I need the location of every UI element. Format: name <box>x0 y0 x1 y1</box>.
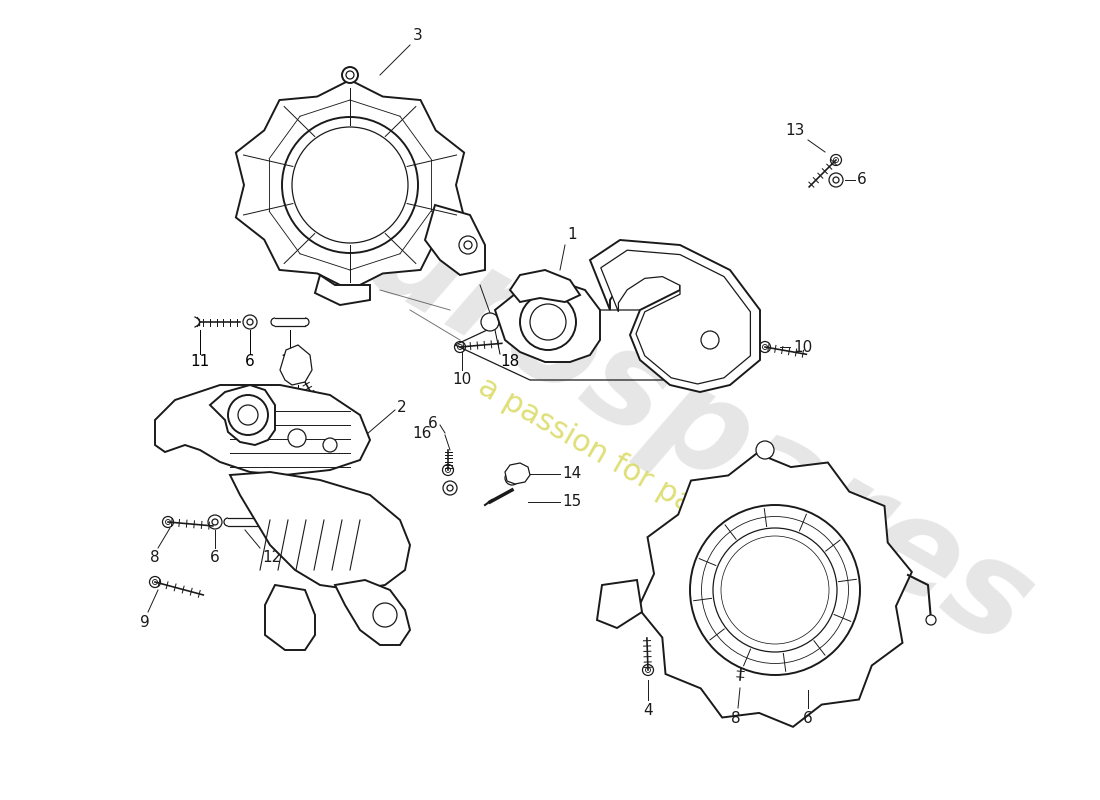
Text: 6: 6 <box>428 415 438 430</box>
Circle shape <box>243 315 257 329</box>
Text: 8: 8 <box>732 711 740 726</box>
Circle shape <box>830 154 842 166</box>
Circle shape <box>505 471 519 485</box>
Text: 13: 13 <box>785 123 805 138</box>
Circle shape <box>346 71 354 79</box>
Text: 2: 2 <box>397 401 407 415</box>
Circle shape <box>150 577 161 587</box>
Circle shape <box>713 528 837 652</box>
Circle shape <box>464 241 472 249</box>
Circle shape <box>642 665 653 675</box>
Text: 12: 12 <box>280 354 299 369</box>
Text: 18: 18 <box>500 354 519 369</box>
Text: 6: 6 <box>803 711 813 726</box>
Text: 10: 10 <box>793 339 812 354</box>
Circle shape <box>292 127 408 243</box>
Circle shape <box>833 177 839 183</box>
Text: 15: 15 <box>562 494 581 510</box>
Text: 10: 10 <box>452 372 472 387</box>
Polygon shape <box>280 345 312 385</box>
Text: 6: 6 <box>857 173 867 187</box>
Polygon shape <box>265 585 315 650</box>
Circle shape <box>293 365 304 375</box>
Circle shape <box>373 603 397 627</box>
Polygon shape <box>210 385 275 445</box>
Circle shape <box>735 674 746 686</box>
Polygon shape <box>590 240 760 392</box>
Text: 17: 17 <box>288 410 308 425</box>
Circle shape <box>288 429 306 447</box>
Text: 3: 3 <box>412 28 422 43</box>
Text: 6: 6 <box>245 354 255 369</box>
Circle shape <box>829 173 843 187</box>
Circle shape <box>248 319 253 325</box>
Circle shape <box>720 536 829 644</box>
Polygon shape <box>505 463 530 484</box>
Polygon shape <box>638 453 912 727</box>
Text: 12: 12 <box>262 550 282 565</box>
Circle shape <box>926 615 936 625</box>
Circle shape <box>530 304 566 340</box>
Circle shape <box>454 342 465 353</box>
Circle shape <box>459 236 477 254</box>
Circle shape <box>443 481 456 495</box>
Circle shape <box>520 294 576 350</box>
Polygon shape <box>336 580 410 645</box>
Text: 14: 14 <box>562 466 581 482</box>
Text: 9: 9 <box>140 615 150 630</box>
Text: 1: 1 <box>566 227 576 242</box>
Text: 6: 6 <box>210 550 220 565</box>
Text: eurospares: eurospares <box>267 146 1053 674</box>
Polygon shape <box>495 280 600 362</box>
Polygon shape <box>315 275 370 305</box>
Circle shape <box>756 441 774 459</box>
Polygon shape <box>510 270 580 302</box>
Polygon shape <box>597 580 642 628</box>
Circle shape <box>238 405 258 425</box>
Text: 4: 4 <box>644 703 652 718</box>
Polygon shape <box>155 385 370 475</box>
Text: 8: 8 <box>151 550 160 565</box>
Circle shape <box>447 485 453 491</box>
Circle shape <box>323 438 337 452</box>
Circle shape <box>163 517 174 527</box>
Circle shape <box>442 465 453 475</box>
Circle shape <box>282 117 418 253</box>
Circle shape <box>701 331 719 349</box>
Circle shape <box>801 675 815 689</box>
Circle shape <box>208 515 222 529</box>
Circle shape <box>212 519 218 525</box>
Text: 16: 16 <box>412 426 432 441</box>
Circle shape <box>342 67 358 83</box>
Circle shape <box>481 313 499 331</box>
Polygon shape <box>235 80 464 290</box>
Polygon shape <box>601 250 750 384</box>
Circle shape <box>228 395 268 435</box>
Circle shape <box>805 679 811 685</box>
Polygon shape <box>425 205 485 275</box>
Text: a passion for parts since 1985: a passion for parts since 1985 <box>473 372 887 628</box>
Circle shape <box>690 505 860 675</box>
Text: 11: 11 <box>190 354 210 369</box>
Circle shape <box>759 342 770 353</box>
Polygon shape <box>230 472 410 590</box>
